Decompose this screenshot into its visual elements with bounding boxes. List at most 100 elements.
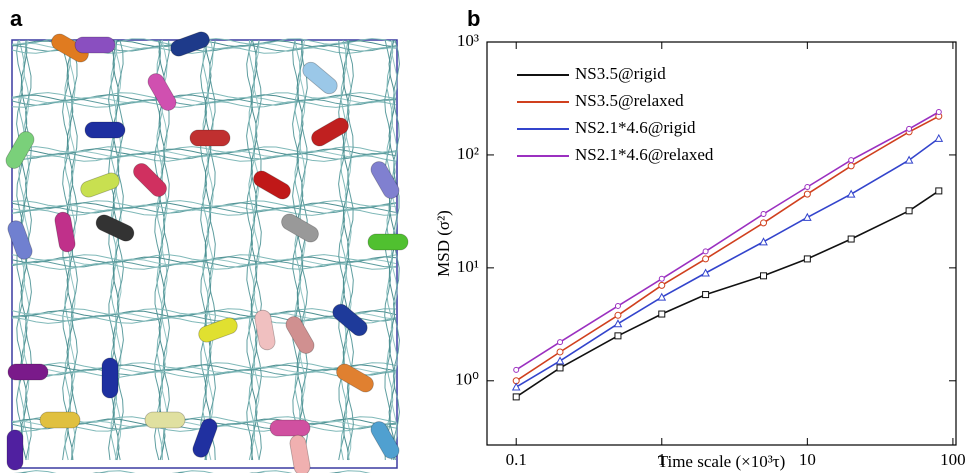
filament: [11, 370, 397, 378]
filament: [11, 312, 397, 320]
nanoparticle: [7, 363, 49, 381]
marker: [760, 210, 767, 217]
filament: [18, 470, 371, 473]
filament: [202, 39, 210, 461]
marker: [701, 268, 710, 277]
nanoparticle: [311, 117, 349, 147]
marker: [513, 366, 520, 373]
nanoparticle: [189, 129, 231, 147]
marker: [556, 364, 564, 372]
filament: [250, 39, 258, 461]
nanoparticle: [253, 170, 291, 200]
nanoparticle: [367, 233, 409, 251]
y-tick-label: 10²: [457, 144, 479, 163]
marker: [906, 125, 913, 132]
filament: [340, 39, 348, 461]
nanoparticle: [281, 213, 319, 243]
filament: [300, 39, 308, 461]
marker: [613, 319, 623, 328]
nanoparticle: [144, 411, 186, 429]
nanoparticle: [170, 31, 210, 57]
nanoparticle: [51, 33, 89, 63]
nanoparticle: [39, 411, 81, 429]
marker: [803, 212, 812, 221]
filament: [254, 39, 262, 461]
filament: [11, 98, 397, 106]
nanoparticle: [80, 172, 120, 198]
nanoparticle: [269, 419, 311, 437]
marker: [803, 255, 811, 263]
legend-text: NS2.1*4.6@rigid: [575, 118, 696, 137]
marker: [557, 339, 564, 346]
marker: [935, 108, 942, 115]
marker: [760, 272, 768, 280]
filament: [208, 39, 216, 461]
marker: [803, 190, 811, 198]
nanoparticle: [198, 317, 238, 343]
filament: [11, 150, 397, 158]
filament: [158, 39, 166, 461]
nanoparticle: [101, 357, 119, 399]
filament: [246, 39, 254, 461]
marker: [614, 302, 621, 309]
marker: [760, 219, 768, 227]
series-line: [515, 190, 940, 398]
filament: [11, 366, 397, 374]
panel-label: a: [10, 6, 23, 31]
series-line: [515, 115, 940, 382]
nanoparticle: [133, 163, 167, 197]
x-tick-label: 10: [799, 450, 816, 469]
marker: [555, 356, 565, 365]
nanoparticle: [336, 363, 374, 393]
filament: [116, 39, 124, 461]
legend-text: NS3.5@rigid: [575, 64, 666, 83]
x-axis-label: Time scale (×10³τ): [658, 452, 786, 471]
nanoparticle: [332, 303, 368, 337]
nanoparticle: [254, 309, 276, 351]
filament: [160, 39, 168, 461]
plot-frame: [486, 41, 957, 446]
filament: [296, 39, 304, 461]
marker: [658, 310, 666, 318]
nanoparticle: [6, 429, 24, 471]
nanoparticle: [285, 316, 315, 354]
marker: [511, 382, 521, 391]
nanoparticle: [5, 131, 35, 169]
nanoparticle: [370, 161, 400, 199]
marker: [846, 189, 856, 198]
marker: [658, 281, 666, 289]
nanoparticle: [7, 220, 33, 260]
nanoparticle: [54, 211, 76, 253]
marker: [905, 207, 913, 215]
filament: [11, 154, 397, 162]
marker: [658, 275, 665, 282]
filament: [346, 39, 354, 461]
nanoparticle: [74, 36, 116, 54]
filament: [294, 39, 302, 461]
panel-label: b: [467, 6, 480, 31]
marker: [934, 133, 944, 142]
x-tick-label: 1: [658, 450, 667, 469]
filament: [11, 260, 397, 268]
marker: [702, 291, 710, 299]
filament: [11, 262, 397, 270]
nanoparticle: [302, 61, 338, 95]
marker: [847, 235, 855, 243]
nanoparticle: [147, 73, 177, 111]
series-line: [515, 137, 940, 388]
nanoparticle: [370, 421, 400, 459]
y-tick-label: 10⁰: [455, 370, 479, 389]
marker: [804, 183, 811, 190]
filament: [248, 39, 256, 461]
marker: [848, 157, 855, 164]
legend-text: NS3.5@relaxed: [575, 91, 684, 110]
x-tick-label: 0.1: [506, 450, 527, 469]
marker: [556, 348, 564, 356]
filament: [11, 256, 397, 264]
panel-a: [5, 31, 409, 473]
y-tick-label: 10³: [457, 31, 479, 50]
nanoparticle: [192, 418, 218, 458]
marker: [614, 311, 622, 319]
filament: [11, 100, 397, 108]
